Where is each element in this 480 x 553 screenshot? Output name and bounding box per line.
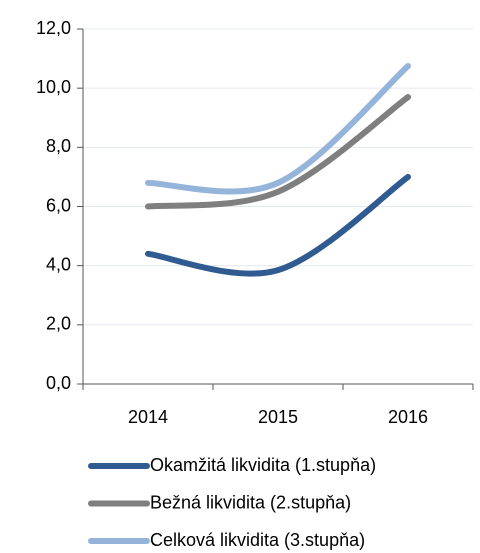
y-tick-label: 4,0 <box>46 254 71 274</box>
y-tick-label: 0,0 <box>46 373 71 393</box>
x-tick-label: 2016 <box>388 407 428 427</box>
y-tick-label: 6,0 <box>46 195 71 215</box>
x-tick-label: 2014 <box>128 407 168 427</box>
legend-label: Bežná likvidita (2.stupňa) <box>150 492 351 512</box>
line-series <box>145 62 411 195</box>
y-tick-label: 2,0 <box>46 314 71 334</box>
legend-label: Celková likvidita (3.stupňa) <box>150 530 365 550</box>
y-tick-label: 8,0 <box>46 136 71 156</box>
y-tick-label: 12,0 <box>36 18 71 38</box>
y-tick-label: 10,0 <box>36 77 71 97</box>
line-series <box>145 173 411 277</box>
legend-label: Okamžitá likvidita (1.stupňa) <box>150 455 376 475</box>
x-tick-label: 2015 <box>258 407 298 427</box>
line-series <box>145 94 411 210</box>
